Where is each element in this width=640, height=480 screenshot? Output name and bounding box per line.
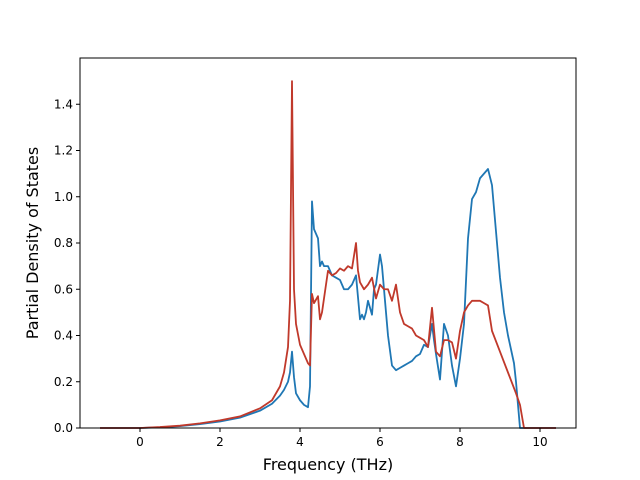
x-axis-label: Frequency (THz) [263, 455, 393, 474]
series-layer [100, 80, 556, 429]
x-tick-label: 10 [532, 435, 547, 449]
series-line-2 [100, 80, 556, 429]
x-tick-label: 6 [376, 435, 384, 449]
y-tick-label: 0.6 [54, 282, 73, 296]
x-tick-label: 2 [216, 435, 224, 449]
x-tick-label: 0 [136, 435, 144, 449]
y-tick-label: 0.2 [54, 375, 73, 389]
x-tick-label: 4 [296, 435, 304, 449]
y-axis: 0.0 0.2 0.4 0.6 0.8 1.0 1.2 1.4 [54, 97, 80, 435]
y-tick-label: 1.0 [54, 190, 73, 204]
plot-frame [79, 57, 577, 429]
y-tick-label: 0.8 [54, 236, 73, 250]
y-axis-label: Partial Density of States [23, 147, 42, 339]
x-tick-label: 8 [456, 435, 464, 449]
y-tick-label: 0.0 [54, 421, 73, 435]
x-axis: 0 2 4 6 8 10 [136, 428, 548, 449]
y-tick-label: 1.2 [54, 144, 73, 158]
y-tick-label: 0.4 [54, 329, 73, 343]
y-tick-label: 1.4 [54, 97, 73, 111]
series-line-1 [100, 168, 556, 429]
